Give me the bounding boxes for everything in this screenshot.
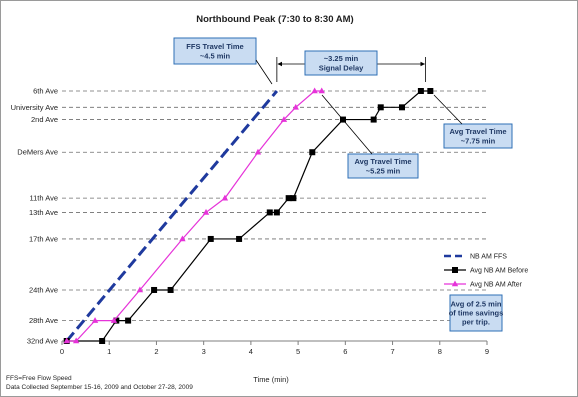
- point-before: [151, 286, 158, 293]
- point-before: [417, 88, 424, 94]
- y-tick-label: 11th Ave: [30, 194, 59, 203]
- callout-avg-before-box: [443, 123, 513, 149]
- point-before: [370, 116, 377, 123]
- legend-label-1: Avg NB AM Before: [470, 268, 528, 275]
- callout-avg-after-text: ~5.25 min: [366, 166, 401, 175]
- y-tick-label: 32nd Ave: [27, 337, 58, 346]
- callout-avg-after-text: Avg Travel Time: [354, 157, 411, 166]
- x-tick-label: 3: [202, 347, 206, 356]
- point-after: [254, 148, 262, 155]
- point-after: [179, 235, 186, 242]
- callout-savings-box: [449, 294, 503, 332]
- callout-avg-before-text: Avg Travel Time: [449, 127, 506, 136]
- callout-ffs-text: ~4.5 min: [200, 51, 231, 60]
- point-before: [113, 317, 120, 324]
- legend-marker-2: [451, 280, 459, 287]
- series-layer: [63, 87, 434, 344]
- legend-label-0: NB AM FFS: [470, 254, 507, 261]
- pointer-ffs: [255, 59, 273, 85]
- point-before: [399, 104, 405, 111]
- pointer-avg-after: [321, 94, 373, 155]
- point-after: [311, 87, 318, 94]
- legend-marker-1: [452, 267, 458, 273]
- callout-savings-text: per trip.: [462, 318, 490, 327]
- point-after: [72, 337, 80, 344]
- y-tick-label: 6th Ave: [33, 87, 58, 96]
- y-tick-label: DeMers Ave: [17, 148, 58, 157]
- x-tick-label: 9: [485, 347, 489, 356]
- x-axis-label: Time (min): [253, 375, 289, 384]
- callout-signal-delay-text: Signal Delay: [319, 63, 364, 72]
- point-after: [202, 208, 210, 215]
- callout-avg-after-box: [347, 153, 419, 179]
- point-before: [207, 235, 214, 242]
- y-tick-label: 2nd Ave: [31, 115, 58, 124]
- callout-ffs: FFS Travel Time~4.5 min: [173, 37, 257, 65]
- grid-layer: [62, 90, 487, 321]
- point-after: [91, 317, 99, 323]
- callout-avg-before: Avg Travel Time~7.75 min: [443, 123, 513, 149]
- x-tick-label: 7: [390, 347, 394, 356]
- y-tick-label: University Ave: [11, 103, 58, 112]
- x-tick-label: 4: [249, 347, 253, 356]
- callout-avg-after: Avg Travel Time~5.25 min: [347, 153, 419, 179]
- callout-savings-text: Avg of 2.5 min: [451, 300, 502, 309]
- callout-savings-text: of time savings: [449, 309, 504, 318]
- point-after: [136, 286, 144, 293]
- point-before: [99, 338, 106, 344]
- callout-ffs-box: [173, 37, 257, 65]
- x-tick-label: 8: [438, 347, 442, 356]
- point-before: [290, 195, 297, 202]
- y-tick-label: 24th Ave: [29, 285, 58, 294]
- callout-signal-delay-box: [304, 50, 378, 76]
- point-before: [125, 317, 132, 324]
- callout-ffs-text: FFS Travel Time: [186, 42, 243, 51]
- point-before: [236, 235, 243, 242]
- x-tick-label: 6: [343, 347, 347, 356]
- footnote-ffs: FFS=Free Flow Speed: [6, 375, 72, 382]
- point-after: [292, 103, 299, 110]
- x-tick-label: 1: [107, 347, 111, 356]
- callout-avg-before-text: ~7.75 min: [461, 136, 496, 145]
- legend-layer: NB AM FFS Avg NB AM Before Avg NB AM After: [444, 254, 528, 289]
- callout-signal-delay-text: ~3.25 min: [324, 54, 359, 63]
- point-before: [266, 209, 273, 216]
- series-line-0: [65, 90, 279, 342]
- point-before: [427, 88, 434, 94]
- point-after: [318, 87, 325, 94]
- point-before: [377, 104, 384, 111]
- point-before: [167, 286, 174, 293]
- point-before: [285, 195, 292, 202]
- point-after: [110, 317, 118, 323]
- y-tick-label: 13th Ave: [29, 208, 58, 217]
- series-line-2: [66, 90, 322, 342]
- point-after: [63, 337, 70, 344]
- series-line-1: [66, 90, 431, 342]
- point-before: [309, 149, 316, 156]
- legend-label-2: Avg NB AM After: [470, 282, 523, 289]
- point-after: [280, 116, 288, 122]
- x-tick-label: 2: [154, 347, 158, 356]
- y-tick-label: 17th Ave: [29, 234, 58, 243]
- chart-title: Northbound Peak (7:30 to 8:30 AM): [196, 14, 353, 25]
- y-tick-label: 28th Ave: [29, 316, 58, 325]
- point-before: [273, 209, 280, 216]
- x-tick-label: 0: [60, 347, 64, 356]
- x-tick-label: 5: [296, 347, 300, 356]
- pointer-avg-before: [433, 94, 463, 125]
- point-after: [221, 194, 229, 201]
- footnote-data-collected: Data Collected September 15-16, 2009 and…: [6, 384, 193, 391]
